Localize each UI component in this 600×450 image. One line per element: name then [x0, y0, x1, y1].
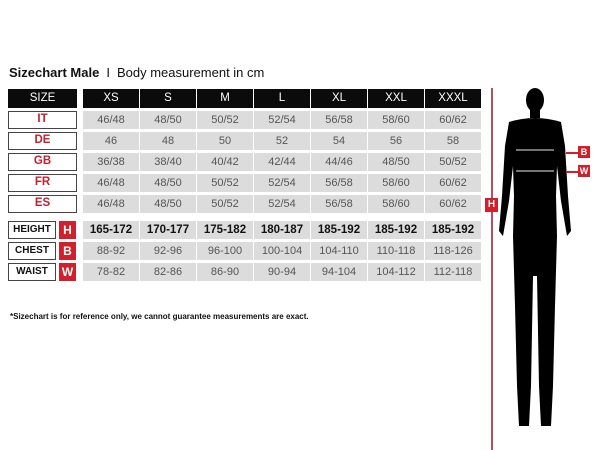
table-cell: 50/52	[197, 195, 253, 213]
table-cell: 48/50	[368, 153, 424, 171]
table-cell: 50/52	[197, 111, 253, 129]
table-cell: 60/62	[425, 174, 481, 192]
table-cell: 50/52	[425, 153, 481, 171]
table-cell: 46/48	[83, 174, 139, 192]
table-cell: 44/46	[311, 153, 367, 171]
height-line	[491, 88, 493, 450]
size-header-xxxl: XXXL	[425, 89, 481, 108]
table-cell: 92-96	[140, 242, 196, 260]
table-cell: 56	[368, 132, 424, 150]
table-cell: 48/50	[140, 195, 196, 213]
table-cell: 185-192	[311, 221, 367, 239]
table-cell: 40/42	[197, 153, 253, 171]
table-cell: 118-126	[425, 242, 481, 260]
size-header: SIZE	[8, 89, 77, 108]
table-cell: 180-187	[254, 221, 310, 239]
table-cell: 46/48	[83, 195, 139, 213]
table-cell: 56/58	[311, 174, 367, 192]
table-cell: 110-118	[368, 242, 424, 260]
table-cell: 104-112	[368, 263, 424, 281]
region-label-gb: GB	[8, 153, 77, 171]
chest-line	[566, 152, 578, 154]
page-title: Sizechart Male I Body measurement in cm	[9, 65, 264, 80]
table-cell: 54	[311, 132, 367, 150]
table-cell: 94-104	[311, 263, 367, 281]
footnote: *Sizechart is for reference only, we can…	[10, 312, 309, 321]
table-cell: 46	[83, 132, 139, 150]
table-cell: 50/52	[197, 174, 253, 192]
table-cell: 52	[254, 132, 310, 150]
table-cell: 60/62	[425, 195, 481, 213]
table-cell: 36/38	[83, 153, 139, 171]
table-cell: 104-110	[311, 242, 367, 260]
table-cell: 86-90	[197, 263, 253, 281]
body-silhouette-icon	[499, 88, 571, 426]
table-cell: 78-82	[83, 263, 139, 281]
region-label-it: IT	[8, 111, 77, 129]
size-header-xs: XS	[83, 89, 139, 108]
table-cell: 175-182	[197, 221, 253, 239]
table-cell: 52/54	[254, 111, 310, 129]
measurement-label-waist: WAIST	[8, 263, 56, 281]
measurement-label-chest: CHEST	[8, 242, 56, 260]
table-cell: 50	[197, 132, 253, 150]
table-cell: 88-92	[83, 242, 139, 260]
size-header-xxl: XXL	[368, 89, 424, 108]
waist-line	[566, 171, 578, 173]
size-header-xl: XL	[311, 89, 367, 108]
table-cell: 48/50	[140, 174, 196, 192]
table-cell: 112-118	[425, 263, 481, 281]
table-cell: 165-172	[83, 221, 139, 239]
table-cell: 185-192	[425, 221, 481, 239]
table-cell: 58/60	[368, 174, 424, 192]
measurement-badge-w: W	[59, 263, 76, 281]
measurement-badge-b: B	[59, 242, 76, 260]
size-header-s: S	[140, 89, 196, 108]
height-badge: H	[485, 198, 498, 212]
table-cell: 58/60	[368, 111, 424, 129]
table-cell: 82-86	[140, 263, 196, 281]
region-label-de: DE	[8, 132, 77, 150]
table-cell: 90-94	[254, 263, 310, 281]
title-subtitle: Body measurement in cm	[116, 65, 265, 80]
region-label-fr: FR	[8, 174, 77, 192]
size-header-m: M	[197, 89, 253, 108]
table-cell: 56/58	[311, 111, 367, 129]
measurement-badge-h: H	[59, 221, 76, 239]
table-cell: 52/54	[254, 174, 310, 192]
table-cell: 58/60	[368, 195, 424, 213]
table-cell: 38/40	[140, 153, 196, 171]
table-cell: 60/62	[425, 111, 481, 129]
measurement-label-height: HEIGHT	[8, 221, 56, 239]
table-cell: 42/44	[254, 153, 310, 171]
table-cell: 170-177	[140, 221, 196, 239]
table-cell: 100-104	[254, 242, 310, 260]
table-cell: 52/54	[254, 195, 310, 213]
size-header-l: L	[254, 89, 310, 108]
table-cell: 48	[140, 132, 196, 150]
table-cell: 48/50	[140, 111, 196, 129]
table-cell: 185-192	[368, 221, 424, 239]
chest-badge: B	[578, 146, 590, 158]
title-bold: Sizechart Male	[9, 65, 100, 80]
region-label-es: ES	[8, 195, 77, 213]
table-cell: 58	[425, 132, 481, 150]
title-separator: I	[106, 65, 110, 80]
table-cell: 56/58	[311, 195, 367, 213]
table-cell: 96-100	[197, 242, 253, 260]
table-cell: 46/48	[83, 111, 139, 129]
waist-badge: W	[578, 165, 590, 177]
